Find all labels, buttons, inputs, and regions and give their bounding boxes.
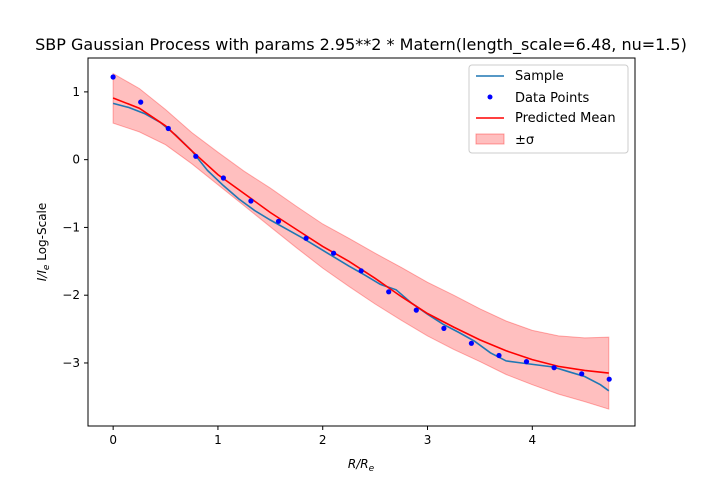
x-axis-label-main: R/R [348, 457, 369, 471]
legend-data-points-swatch [487, 94, 493, 100]
x-axis-label: R/Re [348, 457, 375, 474]
y-axis-label: I/Ie Log-Scale [35, 203, 52, 282]
data-point [468, 340, 474, 346]
y-tick-label: −1 [62, 220, 80, 234]
y-axis-label-subscript: e [42, 264, 52, 270]
data-point [248, 198, 254, 204]
x-tick-label: 1 [214, 433, 222, 447]
axes-frame [87, 57, 636, 427]
plot-area [110, 72, 612, 410]
data-point [523, 359, 530, 365]
legend: Sample Data Points Predicted Mean ±σ [468, 64, 629, 154]
y-tick-label: −2 [62, 288, 80, 302]
data-point [496, 352, 502, 359]
legend-box [468, 64, 629, 154]
x-tick-label: 2 [319, 433, 327, 447]
legend-sample-label: Sample [515, 69, 564, 84]
axis-ticks: 0 1 2 3 4 1 0 −1 −2 −3 [62, 85, 536, 447]
x-tick-label: 0 [109, 433, 117, 447]
x-tick-label: 3 [424, 433, 432, 447]
data-point [331, 250, 337, 256]
data-point [579, 371, 585, 377]
data-point [220, 175, 226, 181]
y-axis-label-suffix: Log-Scale [35, 203, 49, 265]
data-point [303, 235, 309, 241]
data-point [165, 125, 171, 132]
legend-predicted-mean-label: Predicted Mean [515, 111, 616, 126]
data-point [386, 289, 392, 295]
y-tick-label: 0 [72, 153, 80, 167]
data-point [358, 268, 364, 274]
data-point [441, 325, 447, 331]
data-point [551, 365, 557, 371]
x-axis-label-subscript: e [369, 464, 375, 474]
chart-title: SBP Gaussian Process with params 2.95**2… [35, 35, 687, 55]
x-tick-label: 4 [528, 433, 536, 447]
legend-data-points-label: Data Points [515, 91, 589, 106]
data-point [110, 74, 116, 80]
data-point [275, 218, 282, 224]
legend-sigma-swatch [475, 133, 505, 145]
sigma-band [112, 72, 610, 410]
data-point [606, 376, 612, 382]
legend-sigma-label: ±σ [515, 133, 534, 148]
y-tick-label: −3 [62, 356, 80, 370]
data-point [138, 99, 144, 105]
data-point [193, 153, 199, 159]
y-axis-label-main: I/I [35, 270, 49, 282]
data-point [413, 307, 419, 313]
y-tick-label: 1 [72, 85, 80, 99]
